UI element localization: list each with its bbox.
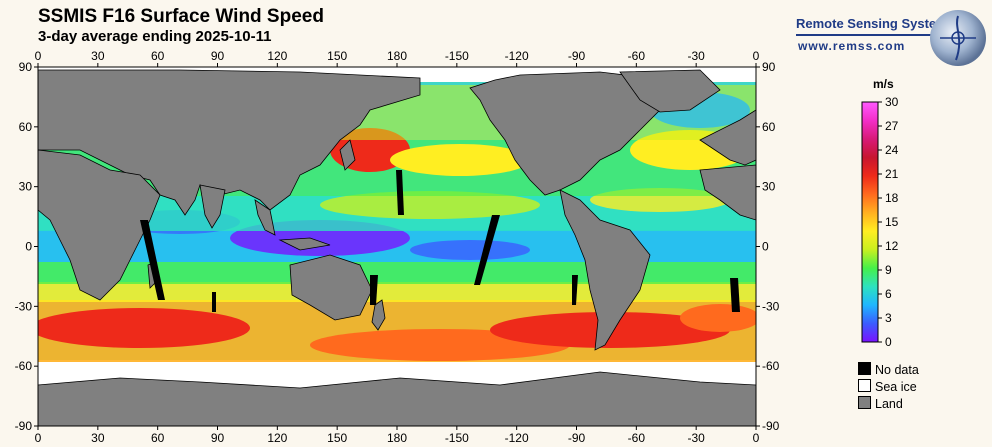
- colorbar-tick-label: 0: [885, 335, 892, 349]
- lat-label-left: 60: [19, 120, 33, 134]
- lon-label-bottom: 0: [753, 431, 760, 445]
- lon-label-top: 60: [151, 49, 165, 63]
- colorbar-ticks: 0 3 6 9 12 15 18 21 24 27 30: [878, 95, 899, 349]
- lon-label-bottom: 0: [35, 431, 42, 445]
- lon-label-bottom: 180: [387, 431, 407, 445]
- lon-label-top: -30: [687, 49, 705, 63]
- latitude-ticks-left: 90 60 30 0 -30 -60 -90: [15, 60, 38, 433]
- lon-label-bottom: 30: [91, 431, 105, 445]
- lon-label-bottom: -150: [445, 431, 469, 445]
- legend-label-sea-ice: Sea ice: [875, 380, 917, 394]
- lat-label-left: -30: [15, 299, 33, 313]
- lat-label-left: -90: [15, 419, 33, 433]
- lat-label-left: 0: [25, 240, 32, 254]
- colorbar-tick-label: 24: [885, 143, 899, 157]
- lat-label-left: -60: [15, 359, 33, 373]
- legend-item-sea-ice: Sea ice: [858, 379, 917, 394]
- brand-divider: [796, 34, 956, 36]
- lon-label-top: 150: [327, 49, 347, 63]
- lon-label-top: -150: [445, 49, 469, 63]
- longitude-ticks-top: 0 30 60 90 120 150 180 -150 -120 -90 -60 -30 0: [35, 49, 760, 67]
- lat-label-right: -30: [762, 299, 780, 313]
- legend-item-land: Land: [858, 396, 903, 411]
- lat-label-right: 60: [762, 120, 776, 134]
- colorbar-tick-label: 27: [885, 119, 899, 133]
- no-data-swaths: [140, 170, 740, 312]
- colorbar: [861, 101, 879, 343]
- colorbar-tick-label: 30: [885, 95, 899, 109]
- lon-label-bottom: -60: [628, 431, 646, 445]
- lon-label-bottom: -120: [505, 431, 529, 445]
- lon-label-bottom: -30: [687, 431, 705, 445]
- map-subtitle: 3-day average ending 2025-10-11: [38, 28, 272, 45]
- brand-url[interactable]: www.remss.com: [798, 39, 906, 53]
- legend-swatch-sea-ice: [858, 379, 871, 392]
- lat-label-left: 30: [19, 180, 33, 194]
- map-title: SSMIS F16 Surface Wind Speed: [38, 6, 324, 27]
- colorbar-tick-label: 12: [885, 239, 899, 253]
- map-canvas: [38, 67, 756, 426]
- lon-label-top: 0: [35, 49, 42, 63]
- colorbar-unit: m/s: [873, 77, 894, 91]
- colorbar-tick-label: 6: [885, 287, 892, 301]
- brand-name: Remote Sensing Systems: [796, 16, 955, 31]
- legend-item-no-data: No data: [858, 362, 919, 377]
- lat-label-right: -90: [762, 419, 780, 433]
- lon-label-bottom: 60: [151, 431, 165, 445]
- lon-label-top: 0: [753, 49, 760, 63]
- lon-label-bottom: 120: [267, 431, 287, 445]
- lon-label-top: 90: [211, 49, 225, 63]
- legend-swatch-land: [858, 396, 871, 409]
- longitude-ticks-bottom: 0 30 60 90 120 150 180 -150 -120 -90 -60 -30 0: [35, 426, 760, 445]
- colorbar-tick-label: 15: [885, 215, 899, 229]
- latitude-ticks-right: 90 60 30 0 -30 -60 -90: [756, 60, 780, 433]
- lat-label-right: -60: [762, 359, 780, 373]
- lon-label-top: -120: [505, 49, 529, 63]
- lon-label-top: 120: [267, 49, 287, 63]
- lon-label-top: 30: [91, 49, 105, 63]
- lon-label-bottom: 150: [327, 431, 347, 445]
- lon-label-bottom: 90: [211, 431, 225, 445]
- land-masses: [38, 69, 756, 426]
- lat-label-right: 90: [762, 60, 776, 74]
- lon-label-top: -90: [568, 49, 586, 63]
- lon-label-top: -60: [628, 49, 646, 63]
- legend-swatch-no-data: [858, 362, 871, 375]
- lon-label-top: 180: [387, 49, 407, 63]
- colorbar-tick-label: 21: [885, 167, 899, 181]
- lat-label-right: 30: [762, 180, 776, 194]
- globe-logo-icon: [930, 10, 986, 66]
- colorbar-tick-label: 3: [885, 311, 892, 325]
- lon-label-bottom: -90: [568, 431, 586, 445]
- legend-label-no-data: No data: [875, 363, 919, 377]
- lat-label-right: 0: [762, 240, 769, 254]
- lat-label-left: 90: [19, 60, 33, 74]
- legend-label-land: Land: [875, 397, 903, 411]
- colorbar-tick-label: 9: [885, 263, 892, 277]
- colorbar-tick-label: 18: [885, 191, 899, 205]
